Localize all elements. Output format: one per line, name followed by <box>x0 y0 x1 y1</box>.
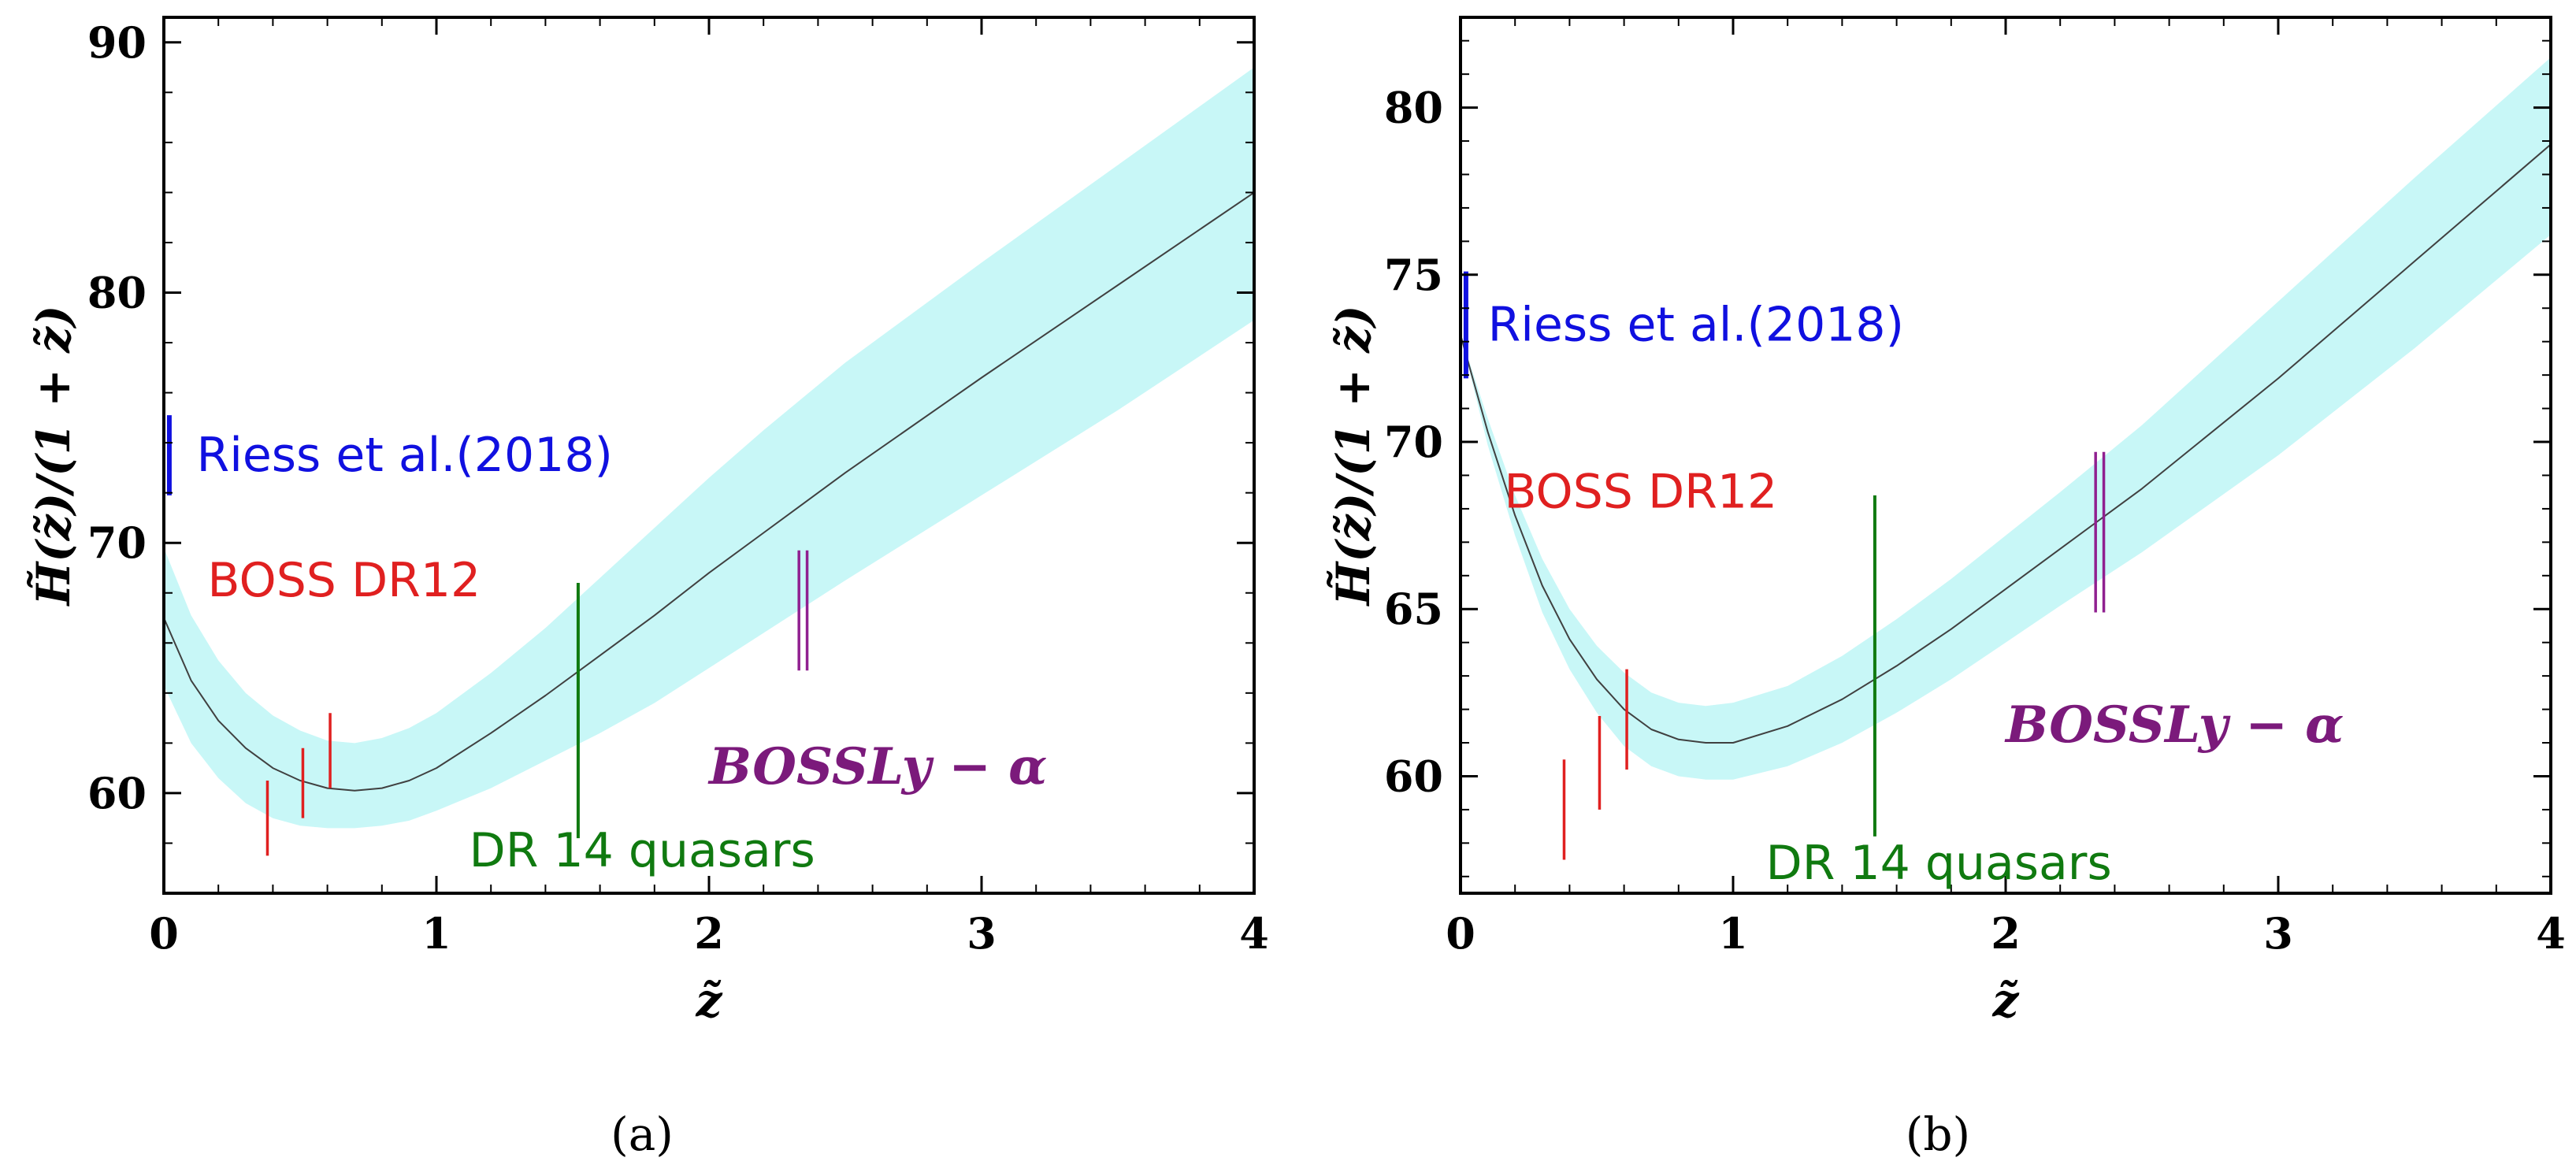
y-tick-label: 70 <box>87 518 147 568</box>
x-tick-label: 0 <box>149 908 179 959</box>
x-tick-label: 3 <box>2263 908 2293 959</box>
panel-label: (b) <box>1906 1107 1970 1161</box>
annotation-label: DR 14 quasars <box>1766 836 2112 891</box>
annotation-label: DR 14 quasars <box>470 823 815 878</box>
annotation-label: Riess et al.(2018) <box>197 428 613 483</box>
y-tick-label: 80 <box>87 267 147 317</box>
plot-frame <box>1459 16 2552 895</box>
y-tick-label: 60 <box>87 768 147 818</box>
y-tick-label: 90 <box>87 17 147 68</box>
annotation-label: BOSSLy − α <box>707 737 1047 796</box>
y-tick-label: 60 <box>1384 751 1443 801</box>
panel-a: 0 1 2 3 4 60 70 80 90 Riess et al.(2018) BOSS DR1… <box>26 16 1269 1161</box>
y-axis-label: H̃(z̃)/(1 + z̃) <box>1326 306 1380 607</box>
x-tick-label: 3 <box>967 908 997 959</box>
x-axis-label: z̃ <box>696 974 723 1027</box>
x-tick-label: 4 <box>1239 908 1269 959</box>
y-axis-label: H̃(z̃)/(1 + z̃) <box>26 306 80 607</box>
x-tick-label: 2 <box>1991 908 2021 959</box>
y-tick-label: 65 <box>1384 584 1443 634</box>
x-tick-label: 2 <box>694 908 724 959</box>
annotation-label: Riess et al.(2018) <box>1488 297 1904 352</box>
annotation-label: BOSS DR12 <box>1504 465 1777 520</box>
x-tick-label: 1 <box>1718 908 1748 959</box>
confidence-band <box>164 67 1254 829</box>
y-tick-label: 80 <box>1384 83 1443 133</box>
x-tick-label: 1 <box>421 908 451 959</box>
panel-b: 0 1 2 3 4 60 65 70 75 80 Riess et al.(2018) BOSS D… <box>1326 16 2566 1161</box>
x-tick-label: 4 <box>2536 908 2566 959</box>
x-tick-label: 0 <box>1446 908 1475 959</box>
annotation-label: BOSSLy − α <box>2004 696 2344 755</box>
best-fit-line <box>164 191 1254 792</box>
best-fit-line <box>1461 143 2551 744</box>
panel-label: (a) <box>611 1107 674 1161</box>
y-tick-label: 70 <box>1384 417 1443 467</box>
x-axis-label: z̃ <box>1992 974 2020 1027</box>
y-tick-label: 75 <box>1384 250 1443 300</box>
annotation-label: BOSS DR12 <box>207 553 481 608</box>
confidence-band <box>1461 57 2551 780</box>
